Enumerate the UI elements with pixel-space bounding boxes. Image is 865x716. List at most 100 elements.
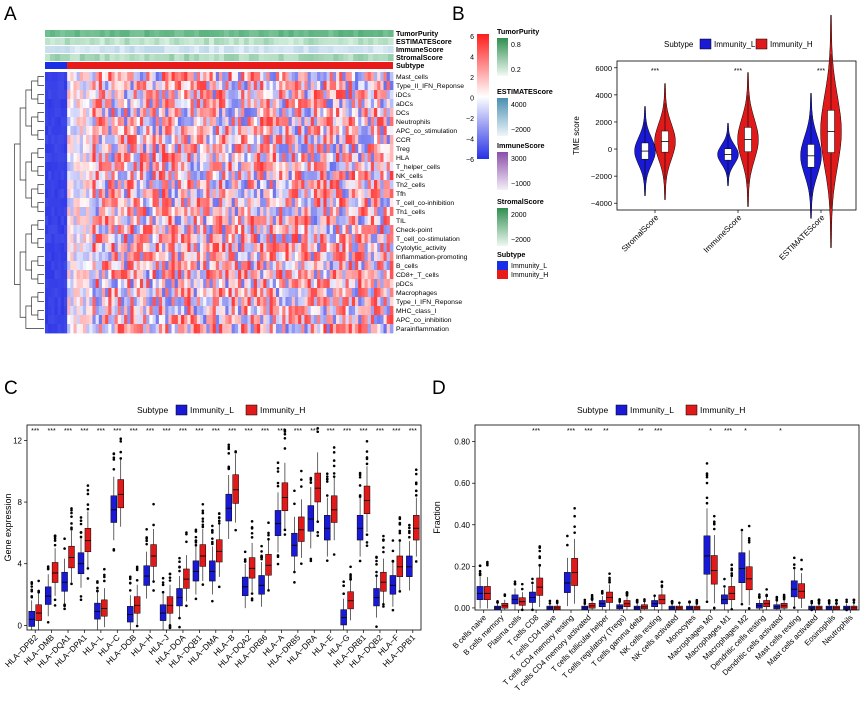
heatmap-cell: [127, 279, 131, 289]
heatmap-cell: [177, 153, 182, 163]
heatmap-cell: [101, 135, 106, 145]
annotation-cell: [174, 38, 180, 45]
heatmap-cell: [380, 324, 384, 334]
heatmap-cell: [51, 315, 55, 325]
heatmap-cell: [215, 306, 220, 316]
heatmap-cell: [63, 81, 68, 91]
legend-entry: Immunity_H: [700, 405, 745, 415]
heatmap-cell: [326, 189, 331, 199]
heatmap-cell: [269, 99, 274, 109]
box-outlier: [276, 562, 280, 566]
box-immunity-h: [380, 571, 387, 592]
heatmap-cell: [196, 270, 201, 280]
dendrogram-branch: [31, 260, 38, 280]
heatmap-cell: [345, 189, 350, 199]
heatmap-cell: [117, 99, 122, 109]
box-outlier: [283, 528, 287, 532]
heatmap-cell: [60, 234, 65, 244]
heatmap-cell: [57, 279, 62, 289]
heatmap-cell: [383, 153, 388, 163]
heatmap-cell: [269, 153, 274, 163]
heatmap-cell: [136, 189, 141, 199]
heatmap-cell: [171, 306, 176, 316]
heatmap-cell: [247, 126, 252, 136]
heatmap-cell: [307, 144, 312, 154]
heatmap-cell: [215, 99, 220, 109]
annotation-cell: [378, 46, 384, 53]
heatmap-cell: [380, 279, 384, 289]
heatmap-cell: [168, 216, 172, 226]
heatmap-cell: [79, 279, 84, 289]
heatmap-cell: [370, 270, 375, 280]
heatmap-cell: [348, 270, 353, 280]
heatmap-cell: [377, 72, 381, 82]
heatmap-cell: [342, 99, 346, 109]
heatmap-cell: [329, 117, 334, 127]
heatmap-cell: [48, 72, 52, 82]
heatmap-cell: [130, 162, 134, 172]
heatmap-cell: [241, 207, 245, 217]
heatmap-cell: [285, 108, 289, 118]
heatmap-cell: [247, 117, 252, 127]
heatmap-cell: [377, 81, 381, 91]
heatmap-cell: [57, 135, 62, 145]
heatmap-cell: [317, 288, 321, 298]
heatmap-cell: [336, 216, 340, 226]
box-outlier: [782, 594, 786, 598]
heatmap-cell: [136, 72, 141, 82]
heatmap-cell: [336, 234, 340, 244]
heatmap-row-label: APC_co_stimulation: [396, 128, 457, 135]
annotation-cell: [318, 54, 324, 61]
heatmap-cell: [143, 90, 147, 100]
heatmap-cell: [370, 162, 375, 172]
significance-label: ***: [294, 428, 302, 435]
heatmap-cell: [307, 252, 312, 262]
heatmap-cell: [247, 162, 252, 172]
heatmap-cell: [215, 144, 220, 154]
heatmap-cell: [355, 261, 359, 271]
annotation-cell: [194, 54, 200, 61]
annotation-cell: [353, 54, 359, 61]
annotation-cell: [139, 54, 146, 61]
heatmap-cell: [45, 90, 49, 100]
heatmap-cell: [73, 270, 78, 280]
heatmap-cell: [108, 180, 112, 190]
heatmap-cell: [237, 297, 242, 307]
box-outlier: [747, 607, 751, 610]
heatmap-cell: [73, 297, 78, 307]
y-tick-label: 2000: [595, 118, 612, 127]
heatmap-cell: [298, 225, 302, 235]
heatmap-cell: [247, 324, 252, 334]
heatmap-cell: [92, 225, 97, 235]
heatmap-cell: [389, 279, 394, 289]
heatmap-cell: [367, 72, 372, 82]
box-outlier: [375, 625, 378, 628]
heatmap-cell: [374, 189, 378, 199]
heatmap-cell: [120, 117, 125, 127]
annotation-cell: [268, 30, 275, 37]
annotation-cell: [134, 38, 141, 45]
heatmap-cell: [358, 189, 362, 199]
heatmap-row-label: Cytolytic_activity: [396, 245, 447, 252]
heatmap-cell: [187, 117, 191, 127]
heatmap-cell: [149, 99, 153, 109]
heatmap-cell: [313, 108, 318, 118]
heatmap-cell: [206, 162, 210, 172]
heatmap-cell: [361, 279, 365, 289]
heatmap-cell: [326, 180, 331, 190]
annotation-cell: [149, 54, 155, 61]
heatmap-cell: [45, 180, 49, 190]
heatmap-cell: [79, 306, 84, 316]
heatmap-cell: [57, 234, 62, 244]
heatmap-cell: [345, 243, 350, 253]
heatmap-cell: [386, 72, 391, 82]
box-outlier: [566, 543, 569, 547]
heatmap-cell: [152, 216, 157, 226]
box-outlier: [538, 563, 542, 567]
heatmap-cell: [139, 216, 144, 226]
heatmap-cell: [234, 225, 239, 235]
heatmap-cell: [380, 153, 384, 163]
annotation-cell: [288, 30, 295, 37]
heatmap-cell: [82, 279, 87, 289]
heatmap-cell: [383, 72, 388, 82]
